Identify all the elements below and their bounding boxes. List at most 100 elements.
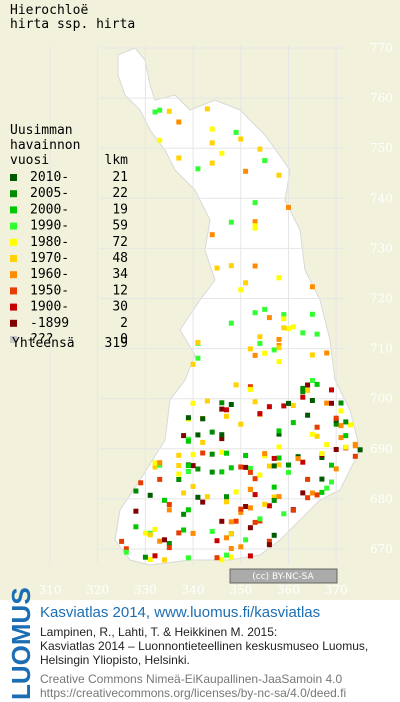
occurrence-square xyxy=(329,479,334,485)
occurrence-square xyxy=(142,530,148,536)
occurrence-square xyxy=(295,456,301,462)
occurrence-square xyxy=(204,398,210,404)
legend-count: 19 xyxy=(112,202,128,217)
occurrence-square xyxy=(138,480,144,486)
occurrence-square xyxy=(133,524,139,530)
occurrence-square xyxy=(166,541,172,546)
occurrence-square xyxy=(343,444,349,450)
occurrence-square xyxy=(152,109,158,115)
occurrence-square xyxy=(319,451,325,456)
occurrence-square xyxy=(262,501,268,507)
occurrence-square xyxy=(233,129,239,135)
occurrence-square xyxy=(257,334,263,340)
y-label: 770 xyxy=(370,41,393,55)
occurrence-square xyxy=(200,416,206,422)
occurrence-square xyxy=(224,413,229,419)
occurrence-square xyxy=(262,158,268,164)
occurrence-square xyxy=(257,340,263,346)
occurrence-square xyxy=(176,155,182,161)
occurrence-square xyxy=(247,465,253,471)
occurrence-square xyxy=(166,507,172,513)
occurrence-square xyxy=(271,347,277,353)
legend-swatch xyxy=(10,303,17,311)
legend-label: 2000- xyxy=(30,202,69,217)
occurrence-square xyxy=(195,166,201,172)
citation: Helsingin Yliopisto, Helsinki. xyxy=(40,653,190,667)
occurrence-square xyxy=(176,452,182,458)
occurrence-square xyxy=(247,346,253,352)
occurrence-square xyxy=(309,352,315,358)
occurrence-square xyxy=(195,355,201,361)
occurrence-square xyxy=(157,476,163,482)
occurrence-square xyxy=(185,463,191,469)
y-label: 730 xyxy=(370,241,393,255)
occurrence-square xyxy=(209,126,215,132)
legend-swatch xyxy=(10,255,17,262)
occurrence-square xyxy=(181,527,187,533)
occurrence-square xyxy=(200,439,206,445)
occurrence-square xyxy=(209,232,215,238)
occurrence-square xyxy=(271,463,277,469)
legend-count: 48 xyxy=(112,251,128,266)
occurrence-square xyxy=(209,469,215,475)
legend-label: 1950- xyxy=(30,283,69,298)
occurrence-square xyxy=(162,497,167,503)
occurrence-square xyxy=(228,519,234,525)
occurrence-square xyxy=(190,452,196,458)
occurrence-square xyxy=(276,359,282,365)
legend-swatch xyxy=(10,190,17,198)
occurrence-square xyxy=(224,499,229,505)
occurrence-square xyxy=(266,538,272,544)
occurrence-square xyxy=(214,555,220,561)
legend-count: 12 xyxy=(112,283,128,298)
occurrence-square xyxy=(276,345,282,351)
occurrence-square xyxy=(314,331,320,337)
legend-count: 30 xyxy=(112,300,128,315)
occurrence-square xyxy=(181,433,187,439)
occurrence-square xyxy=(329,387,334,393)
occurrence-square xyxy=(281,511,287,517)
occurrence-square xyxy=(190,530,196,536)
occurrence-square xyxy=(195,466,201,472)
occurrence-square xyxy=(142,554,148,560)
legend-count: 21 xyxy=(112,170,128,185)
occurrence-square xyxy=(176,530,182,536)
occurrence-square xyxy=(252,223,258,229)
occurrence-square xyxy=(352,441,358,447)
occurrence-square xyxy=(252,492,258,498)
occurrence-square xyxy=(247,525,253,531)
legend-label: 1960- xyxy=(30,267,69,282)
occurrence-square xyxy=(348,422,353,428)
occurrence-square xyxy=(338,423,344,429)
occurrence-square xyxy=(243,453,249,458)
occurrence-square xyxy=(333,447,339,452)
occurrence-square xyxy=(262,306,268,312)
legend-swatch xyxy=(10,222,17,230)
legend-swatch xyxy=(10,287,17,295)
legend-count: 59 xyxy=(112,219,128,234)
occurrence-square xyxy=(309,490,315,496)
occurrence-square xyxy=(281,325,287,331)
occurrence-square xyxy=(252,263,258,269)
occurrence-square xyxy=(281,403,287,409)
occurrence-square xyxy=(266,542,272,548)
legend-count-heading: lkm xyxy=(105,153,129,168)
occurrence-square xyxy=(305,387,311,393)
occurrence-square xyxy=(219,432,225,438)
occurrence-square xyxy=(228,402,234,407)
occurrence-square xyxy=(166,502,172,507)
occurrence-square xyxy=(190,361,196,367)
occurrence-square xyxy=(309,311,315,317)
occurrence-square xyxy=(266,404,272,410)
occurrence-square xyxy=(276,455,282,461)
occurrence-square xyxy=(271,494,277,500)
occurrence-square xyxy=(233,489,239,495)
occurrence-square xyxy=(271,484,277,490)
logo: LUOMUS xyxy=(6,587,36,700)
occurrence-square xyxy=(314,492,320,498)
occurrence-square xyxy=(190,463,196,469)
occurrence-square xyxy=(133,508,139,514)
occurrence-square xyxy=(219,449,225,455)
license-url: https://creativecommons.org/licenses/by-… xyxy=(40,686,346,700)
